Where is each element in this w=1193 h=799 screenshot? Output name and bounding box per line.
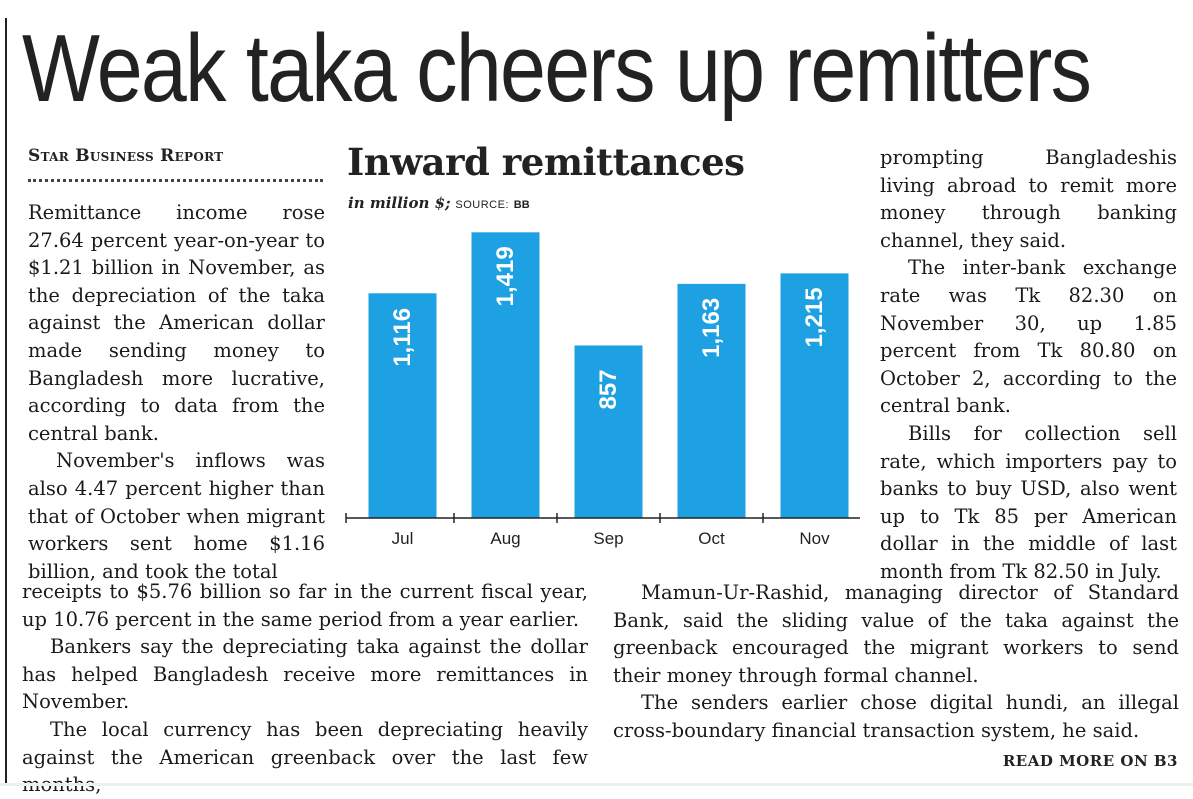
paragraph: prompting Bangladeshis living abroad to … bbox=[880, 146, 1177, 252]
byline: Star Business Report bbox=[28, 146, 224, 166]
bar-jul bbox=[368, 293, 437, 518]
bar-nov bbox=[780, 273, 849, 518]
paragraph: Bills for collection sell rate, which im… bbox=[880, 421, 1177, 583]
bar-value-label: 1,163 bbox=[698, 298, 725, 358]
bar-value-label: 857 bbox=[595, 369, 622, 409]
paragraph: The inter-bank exchange rate was Tk 82.3… bbox=[880, 256, 1177, 418]
chart-title: Inward remittances bbox=[347, 140, 745, 184]
bar-value-label: 1,116 bbox=[389, 308, 416, 367]
bar-value-label: 1,215 bbox=[801, 287, 828, 347]
read-more-link[interactable]: READ MORE ON B3 bbox=[1002, 752, 1178, 770]
x-tick-label: Nov bbox=[799, 529, 830, 548]
column-rule bbox=[5, 18, 7, 786]
chart-units: in million $; bbox=[348, 194, 451, 212]
page-bottom-rule bbox=[0, 783, 1193, 786]
remittance-bar-chart: 1,116 Jul 1,419 Aug 857 Sep 1,163 Oct 1,215 Nov bbox=[345, 232, 860, 548]
bar-oct bbox=[677, 283, 746, 518]
paragraph: receipts to $5.76 billion so far in the … bbox=[22, 580, 588, 631]
bar-sep bbox=[574, 345, 643, 518]
bar-value-label: 1,419 bbox=[492, 246, 519, 306]
left-column: Remittance income rose 27.64 percent yea… bbox=[28, 199, 325, 585]
headline: Weak taka cheers up remitters bbox=[22, 15, 1092, 122]
x-tick-label: Jul bbox=[392, 529, 414, 548]
right-column: prompting Bangladeshis living abroad to … bbox=[880, 144, 1177, 586]
paragraph: Remittance income rose 27.64 percent yea… bbox=[28, 201, 325, 445]
chart-source-label: SOURCE: bbox=[455, 199, 510, 211]
left-column-continued: receipts to $5.76 billion so far in the … bbox=[22, 578, 588, 799]
paragraph: November's inflows was also 4.47 percent… bbox=[28, 449, 325, 583]
bar-aug bbox=[471, 232, 540, 519]
paragraph: The senders earlier chose digital hundi,… bbox=[613, 691, 1179, 742]
x-tick-label: Sep bbox=[593, 529, 623, 548]
paragraph: Bankers say the depreciating taka agains… bbox=[22, 635, 588, 714]
x-tick-label: Oct bbox=[698, 529, 725, 548]
paragraph: Mamun-Ur-Rashid, managing director of St… bbox=[613, 581, 1179, 687]
x-tick-label: Aug bbox=[490, 529, 520, 548]
right-column-continued: Mamun-Ur-Rashid, managing director of St… bbox=[613, 579, 1179, 745]
paragraph: The local currency has been depreciating… bbox=[22, 717, 588, 797]
chart-source-value: BB bbox=[513, 199, 530, 211]
chart-subtitle: in million $; SOURCE: BB bbox=[348, 194, 530, 212]
byline-divider bbox=[28, 179, 323, 182]
